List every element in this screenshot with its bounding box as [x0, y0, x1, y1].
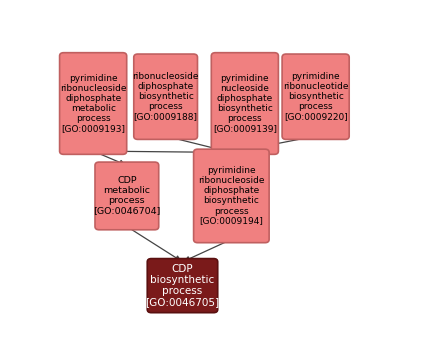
FancyBboxPatch shape — [193, 149, 269, 243]
FancyBboxPatch shape — [59, 53, 126, 154]
Text: pyrimidine
ribonucleoside
diphosphate
metabolic
process
[GO:0009193]: pyrimidine ribonucleoside diphosphate me… — [60, 74, 126, 133]
FancyBboxPatch shape — [95, 162, 158, 230]
FancyBboxPatch shape — [147, 259, 217, 313]
Text: CDP
metabolic
process
[GO:0046704]: CDP metabolic process [GO:0046704] — [93, 176, 160, 216]
FancyBboxPatch shape — [211, 53, 278, 154]
Text: CDP
biosynthetic
process
[GO:0046705]: CDP biosynthetic process [GO:0046705] — [145, 264, 219, 307]
Text: ribonucleoside
diphosphate
biosynthetic
process
[GO:0009188]: ribonucleoside diphosphate biosynthetic … — [132, 72, 198, 121]
Text: pyrimidine
ribonucleotide
biosynthetic
process
[GO:0009220]: pyrimidine ribonucleotide biosynthetic p… — [282, 72, 348, 121]
Text: pyrimidine
ribonucleoside
diphosphate
biosynthetic
process
[GO:0009194]: pyrimidine ribonucleoside diphosphate bi… — [197, 166, 264, 226]
FancyBboxPatch shape — [134, 54, 197, 139]
FancyBboxPatch shape — [282, 54, 349, 139]
Text: pyrimidine
nucleoside
diphosphate
biosynthetic
process
[GO:0009139]: pyrimidine nucleoside diphosphate biosyn… — [212, 74, 276, 133]
